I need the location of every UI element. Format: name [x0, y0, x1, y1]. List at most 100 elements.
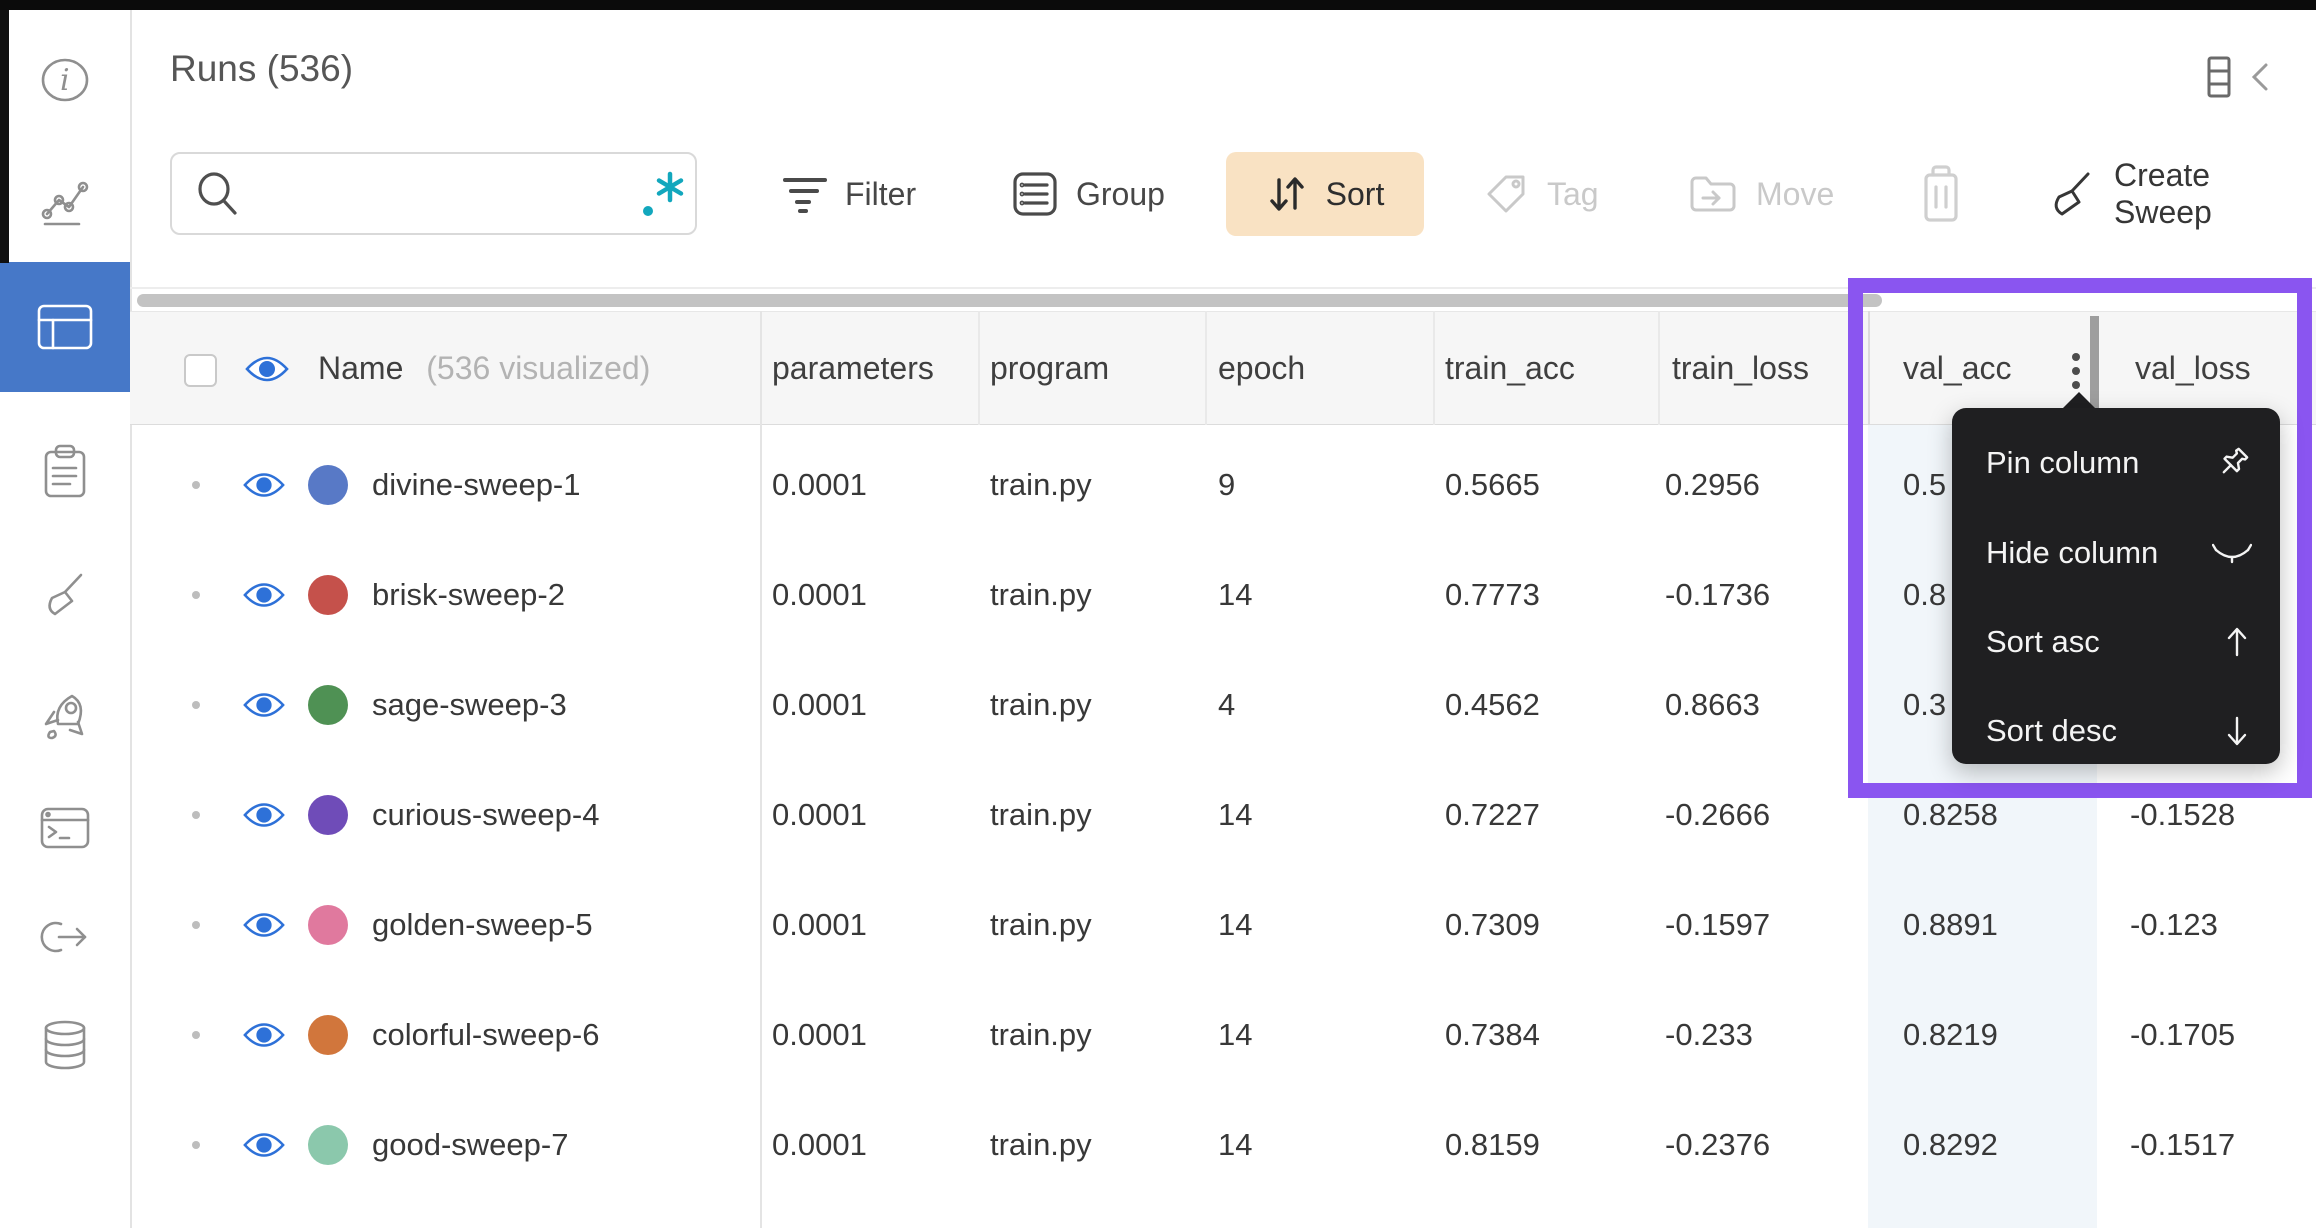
create-sweep-button[interactable]: Create Sweep — [2046, 152, 2316, 236]
move-button[interactable]: Move — [1688, 152, 1834, 236]
cell-train-loss: -0.2666 — [1665, 797, 1771, 832]
table-row[interactable]: curious-sweep-4 0.0001 train.py 14 0.722… — [130, 760, 2316, 870]
table-row[interactable]: sage-sweep-3 0.0001 train.py 4 0.4562 0.… — [130, 650, 2316, 760]
row-visibility-eye-icon[interactable] — [242, 1128, 286, 1162]
column-settings-icon[interactable] — [2206, 56, 2232, 98]
left-black-strip — [0, 10, 9, 263]
column-header-train-acc[interactable]: train_acc — [1445, 350, 1575, 386]
menu-item-label: Sort desc — [1986, 713, 2117, 748]
sidebar-item-logs[interactable] — [0, 417, 130, 527]
row-visibility-eye-icon[interactable] — [242, 1018, 286, 1052]
sidebar-item-charts[interactable] — [0, 147, 130, 257]
column-header-parameters[interactable]: parameters — [772, 350, 934, 386]
sidebar-item-overview[interactable]: i — [0, 25, 130, 135]
move-icon — [1690, 176, 1736, 212]
row-drag-dot-icon — [192, 1031, 200, 1039]
run-color-dot — [308, 905, 348, 945]
column-resize-handle[interactable] — [2090, 316, 2099, 421]
sidebar-item-terminal[interactable] — [0, 773, 130, 883]
column-header-epoch[interactable]: epoch — [1218, 350, 1306, 386]
cell-train-acc: 0.7773 — [1445, 577, 1540, 612]
search-input[interactable] — [250, 160, 624, 228]
row-visibility-eye-icon[interactable] — [242, 688, 286, 722]
delete-button[interactable] — [1918, 152, 1964, 236]
closed-eye-icon — [2212, 543, 2252, 564]
group-button[interactable]: Group — [1012, 152, 1165, 236]
filter-button[interactable]: Filter — [783, 152, 916, 236]
run-name[interactable]: golden-sweep-5 — [372, 907, 593, 942]
group-label: Group — [1076, 175, 1165, 212]
cell-parameters: 0.0001 — [772, 907, 867, 942]
column-divider — [978, 311, 980, 425]
column-header-program[interactable]: program — [990, 350, 1110, 386]
menu-item-pin-column[interactable]: Pin column — [1952, 428, 2280, 498]
row-visibility-eye-icon[interactable] — [242, 578, 286, 612]
column-divider — [1205, 311, 1207, 425]
cell-train-loss: 0.2956 — [1665, 467, 1760, 502]
column-header-val-loss[interactable]: val_loss — [2135, 350, 2251, 386]
collapse-chevron-icon[interactable] — [2248, 62, 2272, 92]
row-visibility-eye-icon[interactable] — [242, 468, 286, 502]
cell-train-loss: -0.2376 — [1665, 1127, 1771, 1162]
sort-button[interactable]: Sort — [1226, 152, 1424, 236]
run-name[interactable]: sage-sweep-3 — [372, 687, 567, 722]
filter-label: Filter — [845, 175, 917, 212]
cell-epoch: 14 — [1218, 907, 1253, 942]
column-header-name[interactable]: Name (536 visualized) — [318, 311, 650, 425]
table-row[interactable]: golden-sweep-5 0.0001 train.py 14 0.7309… — [130, 870, 2316, 980]
table-row[interactable]: brisk-sweep-2 0.0001 train.py 14 0.7773 … — [130, 540, 2316, 650]
cell-program: train.py — [990, 577, 1092, 612]
horizontal-scrollbar[interactable] — [137, 294, 1882, 307]
run-name[interactable]: brisk-sweep-2 — [372, 577, 565, 612]
info-icon: i — [41, 58, 89, 102]
row-visibility-eye-icon[interactable] — [242, 798, 286, 832]
cell-epoch: 14 — [1218, 797, 1253, 832]
arrow-up-icon — [2227, 627, 2247, 657]
sidebar-item-export[interactable] — [0, 882, 130, 992]
cell-val-acc: 0.5 — [1903, 467, 1947, 502]
cell-parameters: 0.0001 — [772, 687, 867, 722]
table-row[interactable]: colorful-sweep-6 0.0001 train.py 14 0.73… — [130, 980, 2316, 1090]
row-drag-dot-icon — [192, 701, 200, 709]
cell-train-loss: -0.233 — [1665, 1017, 1753, 1052]
visibility-eye-icon[interactable] — [244, 352, 290, 386]
run-color-dot — [308, 795, 348, 835]
terminal-icon — [40, 807, 90, 849]
cell-val-loss: -0.1705 — [2130, 1017, 2236, 1052]
column-header-val-acc[interactable]: val_acc — [1903, 350, 2012, 386]
column-divider — [1433, 311, 1435, 425]
sidebar-item-artifacts[interactable] — [0, 990, 130, 1100]
cell-val-acc: 0.8891 — [1903, 907, 1998, 942]
menu-item-sort-desc[interactable]: Sort desc — [1952, 696, 2280, 766]
menu-item-sort-asc[interactable]: Sort asc — [1952, 607, 2280, 677]
cell-epoch: 4 — [1218, 687, 1236, 722]
group-icon — [1013, 172, 1057, 216]
menu-item-hide-column[interactable]: Hide column — [1952, 518, 2280, 588]
sidebar-item-launch[interactable] — [0, 660, 130, 770]
table-row[interactable]: divine-sweep-1 0.0001 train.py 9 0.5665 … — [130, 430, 2316, 540]
column-divider — [1868, 311, 1870, 425]
tag-button[interactable]: Tag — [1483, 152, 1599, 236]
cell-train-acc: 0.7227 — [1445, 797, 1540, 832]
sidebar-item-sweeps[interactable] — [0, 540, 130, 650]
row-drag-dot-icon — [192, 921, 200, 929]
column-header-train-loss[interactable]: train_loss — [1672, 350, 1809, 386]
run-name[interactable]: curious-sweep-4 — [372, 797, 600, 832]
cell-train-acc: 0.7309 — [1445, 907, 1540, 942]
context-menu-arrow — [2060, 392, 2098, 411]
sidebar-item-runs-table[interactable] — [0, 262, 130, 392]
run-name[interactable]: good-sweep-7 — [372, 1127, 569, 1162]
cell-val-acc: 0.8292 — [1903, 1127, 1998, 1162]
name-column-divider — [760, 311, 762, 1228]
run-name[interactable]: divine-sweep-1 — [372, 467, 581, 502]
select-all-checkbox[interactable] — [184, 354, 217, 387]
cell-val-loss: -0.1517 — [2130, 1127, 2236, 1162]
database-icon — [44, 1020, 86, 1070]
menu-item-label: Sort asc — [1986, 624, 2100, 659]
run-name[interactable]: colorful-sweep-6 — [372, 1017, 600, 1052]
row-visibility-eye-icon[interactable] — [242, 908, 286, 942]
row-drag-dot-icon — [192, 1141, 200, 1149]
runs-table-icon — [37, 304, 93, 350]
table-row[interactable]: good-sweep-7 0.0001 train.py 14 0.8159 -… — [130, 1090, 2316, 1200]
tag-label: Tag — [1547, 175, 1599, 212]
